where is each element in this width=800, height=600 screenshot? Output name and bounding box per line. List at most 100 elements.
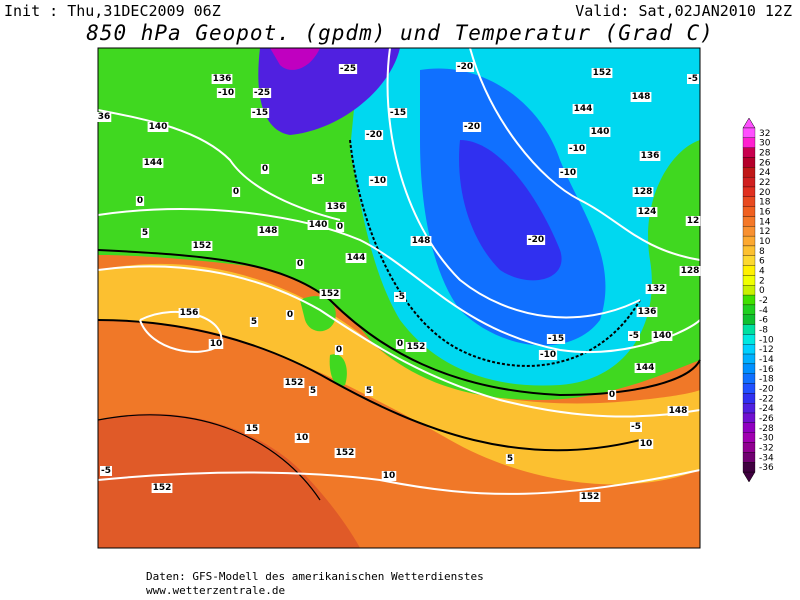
contour-label-bg bbox=[307, 220, 329, 230]
contour-label-bg bbox=[639, 151, 661, 161]
colorbar-cell bbox=[742, 196, 756, 207]
contour-label-bg bbox=[667, 406, 689, 416]
contour-label-bg bbox=[135, 196, 145, 206]
colorbar-label: 32 bbox=[759, 129, 770, 139]
contour-label: -15 bbox=[390, 108, 406, 118]
colorbar-cell bbox=[742, 442, 756, 453]
colorbar-label: 2 bbox=[759, 276, 765, 286]
contour-label: -25 bbox=[340, 64, 356, 74]
contour-label-bg bbox=[285, 310, 295, 320]
contour-label-bg bbox=[685, 216, 701, 226]
contour-label-bg bbox=[249, 317, 259, 327]
contour-label: 148 bbox=[669, 406, 688, 416]
colorbar-label: -34 bbox=[759, 453, 774, 463]
colorbar-cell bbox=[742, 383, 756, 394]
contour-label-bg bbox=[142, 158, 164, 168]
contour-labels: 136 -10 -25 -15 -25 -20 152 -5 148 36 140 -15 -20 -20… bbox=[96, 62, 701, 502]
map-frame bbox=[97, 47, 701, 549]
contour-label: -5 bbox=[629, 331, 639, 341]
contour-label: 5 bbox=[251, 317, 257, 327]
contour-label: -5 bbox=[395, 292, 405, 302]
colorbar-cell bbox=[742, 334, 756, 345]
colorbar-cell bbox=[742, 157, 756, 168]
contour-label-bg bbox=[579, 492, 601, 502]
contour-label-bg bbox=[607, 390, 617, 400]
contour-label-bg bbox=[216, 88, 236, 98]
contour-label-bg bbox=[100, 466, 112, 476]
colorbar-label: 28 bbox=[759, 149, 771, 159]
contour-label-bg bbox=[526, 235, 546, 245]
colorbar-arrow-bottom bbox=[742, 471, 756, 483]
contour-label: 36 bbox=[98, 112, 111, 122]
contour-label-bg bbox=[462, 122, 482, 132]
contour-label: 128 bbox=[634, 187, 653, 197]
footer-source: Daten: GFS-Modell des amerikanischen Wet… bbox=[146, 570, 484, 583]
colorbar-label: 14 bbox=[759, 217, 771, 227]
colorbar-cell bbox=[742, 235, 756, 247]
contour-label: 0 bbox=[337, 222, 343, 232]
contour-label-bg bbox=[334, 345, 344, 355]
colorbar-cell bbox=[742, 127, 756, 138]
contour-label-bg bbox=[368, 176, 388, 186]
contour-label: 152 bbox=[336, 448, 355, 458]
contour-label: 144 bbox=[636, 363, 655, 373]
colorbar-cell bbox=[742, 314, 756, 325]
colorbar-cell bbox=[742, 226, 756, 237]
contour-label-bg bbox=[294, 433, 310, 443]
contour-label: -10 bbox=[370, 176, 386, 186]
colorbar-label: -22 bbox=[759, 394, 774, 404]
contour-label-bg bbox=[140, 228, 150, 238]
colorbar-cell bbox=[742, 255, 756, 266]
colorbar-cell bbox=[742, 393, 756, 404]
contour-label-bg bbox=[338, 64, 358, 74]
colorbar-cell bbox=[742, 403, 756, 414]
colorbar-cell bbox=[742, 167, 756, 178]
contour-label-bg bbox=[388, 108, 408, 118]
contour-label: 5 bbox=[366, 386, 372, 396]
contour-label: 0 bbox=[137, 196, 143, 206]
contour-label: 136 bbox=[638, 307, 657, 317]
contour-label-bg bbox=[558, 168, 578, 178]
contour-label-bg bbox=[151, 483, 173, 493]
colorbar-label: 30 bbox=[759, 139, 771, 149]
contour-label: 12 bbox=[687, 216, 700, 226]
contour-label: 132 bbox=[647, 284, 666, 294]
colorbar-label: -12 bbox=[759, 345, 774, 355]
contour-label-bg bbox=[381, 471, 397, 481]
colorbar-cell bbox=[742, 216, 756, 227]
colorbar-cell bbox=[742, 265, 756, 276]
colorbar-label: 24 bbox=[759, 168, 771, 178]
contour-label-bg bbox=[257, 226, 279, 236]
contour-label: 140 bbox=[653, 331, 672, 341]
contour-label: -20 bbox=[366, 130, 382, 140]
contour-label: 152 bbox=[285, 378, 304, 388]
contour-label-bg bbox=[538, 350, 558, 360]
contour-label: 128 bbox=[681, 266, 700, 276]
contour-label: 140 bbox=[149, 122, 168, 132]
contour-label: 10 bbox=[383, 471, 396, 481]
colorbar-label: -36 bbox=[759, 463, 774, 473]
contour-label-bg bbox=[295, 259, 305, 269]
contour-label-bg bbox=[244, 424, 260, 434]
colorbar-cell bbox=[742, 432, 756, 443]
contour-label-bg bbox=[636, 307, 658, 317]
contour-label: 0 bbox=[336, 345, 342, 355]
contour-label: 10 bbox=[210, 339, 223, 349]
contour-label: -10 bbox=[569, 144, 585, 154]
contour-label: 136 bbox=[641, 151, 660, 161]
contour-label-bg bbox=[632, 187, 654, 197]
contour-label: 148 bbox=[259, 226, 278, 236]
contour-label-bg bbox=[687, 74, 699, 84]
contour-label-bg bbox=[651, 331, 673, 341]
colorbar-label: -26 bbox=[759, 414, 774, 424]
colorbar-cell bbox=[742, 304, 756, 315]
colorbar-cell bbox=[742, 452, 756, 463]
contour-label: -25 bbox=[254, 88, 270, 98]
colorbar-label: 20 bbox=[759, 188, 771, 198]
contour-label: -10 bbox=[540, 350, 556, 360]
contour-label: 148 bbox=[632, 92, 651, 102]
colorbar-cell bbox=[742, 285, 756, 296]
colorbar-cell bbox=[742, 275, 756, 286]
colorbar-label: -30 bbox=[759, 434, 774, 444]
